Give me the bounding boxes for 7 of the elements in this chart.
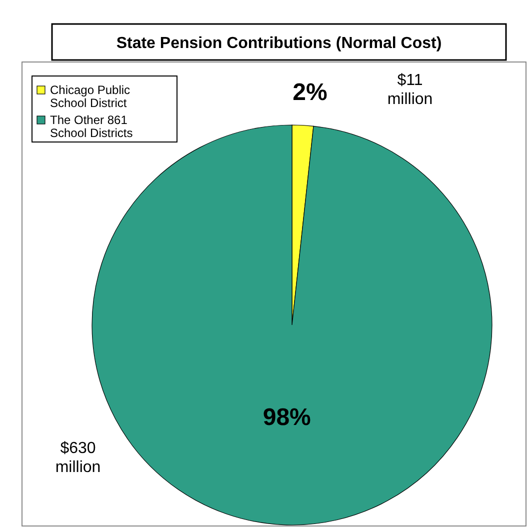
text: 98% (262, 404, 311, 431)
legend-label: Chicago Public School District (50, 83, 130, 110)
legend-label: The Other 861 School Districts (50, 113, 133, 140)
data-label: $11 million (387, 72, 433, 108)
data-label: $630 million (55, 440, 101, 476)
text: 2% (292, 79, 328, 106)
chart-title: State Pension Contributions (Normal Cost) (116, 35, 442, 52)
